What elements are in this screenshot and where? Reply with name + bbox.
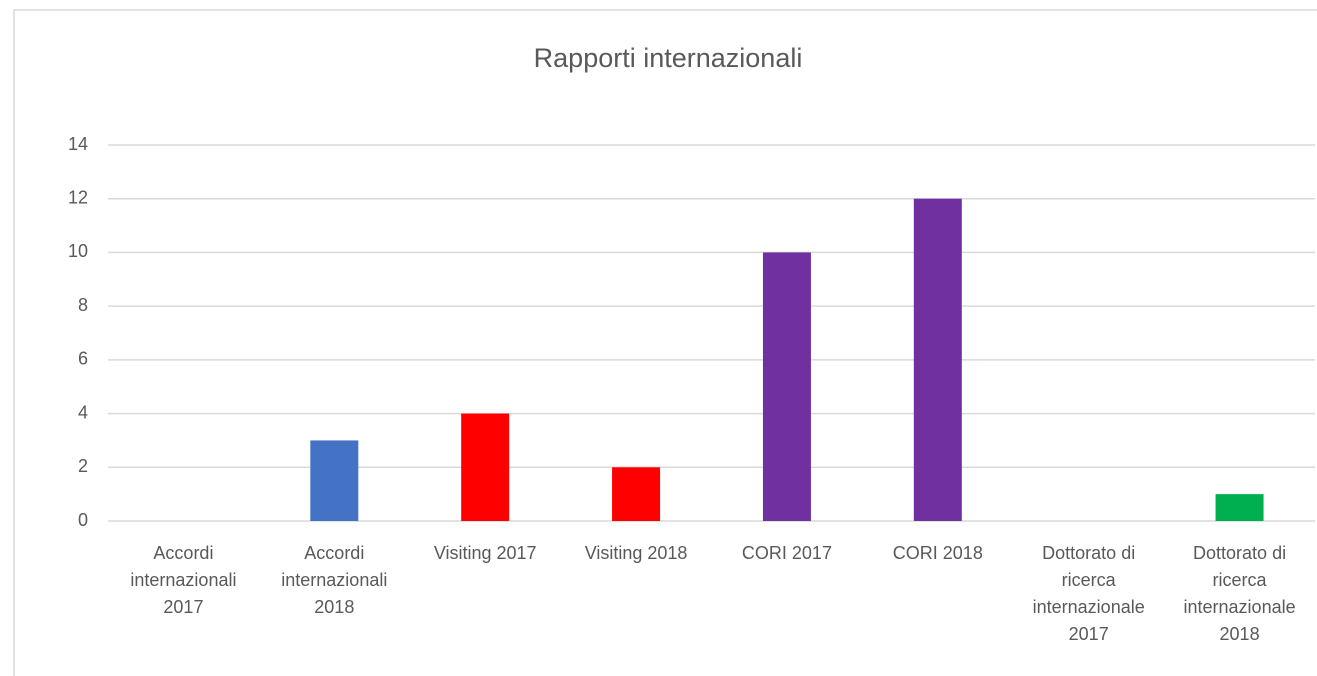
y-tick-label: 6: [78, 349, 88, 369]
y-tick-label: 2: [78, 456, 88, 476]
y-tick-label: 12: [68, 187, 88, 207]
bar: [1215, 494, 1264, 521]
bar: [612, 467, 661, 521]
bar: [461, 413, 510, 521]
x-tick-label: Accordi internazionali 2018: [281, 543, 388, 617]
y-tick-label: 14: [68, 134, 88, 154]
x-tick-label: Dottorato di ricerca internazionale 2018: [1183, 543, 1296, 644]
x-tick-label: CORI 2018: [892, 543, 983, 563]
bar: [913, 198, 962, 521]
x-tick-label: CORI 2017: [741, 543, 832, 563]
y-tick-label: 10: [68, 241, 88, 261]
x-tick-label: Visiting 2017: [433, 543, 537, 563]
y-tick-label: 4: [78, 402, 88, 422]
y-tick-label: 8: [78, 295, 88, 315]
bar: [762, 252, 811, 521]
chart-border: [13, 9, 1317, 676]
x-tick-label: Visiting 2018: [584, 543, 688, 563]
bar: [310, 440, 359, 521]
chart-title: Rapporti internazionali: [534, 43, 803, 73]
x-tick-label: Dottorato di ricerca internazionale 2017: [1032, 543, 1145, 644]
x-tick-label: Accordi internazionali 2017: [130, 543, 237, 617]
y-tick-label: 0: [78, 510, 88, 530]
